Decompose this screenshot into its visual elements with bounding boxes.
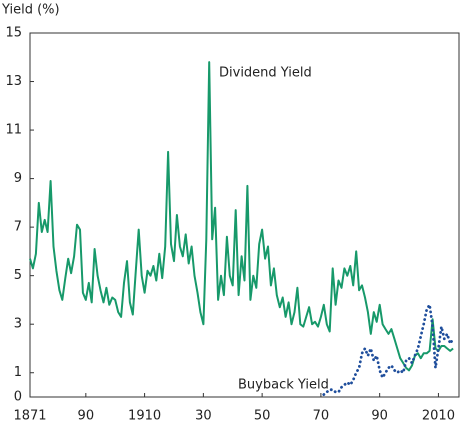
y-tick-label: 3 (14, 317, 22, 332)
annotation: Buyback Yield (238, 378, 329, 393)
x-tick-label: 1871 (13, 409, 46, 424)
series-line (29, 61, 454, 372)
y-tick-label: 7 (14, 220, 22, 235)
x-tick-label: 2010 (422, 409, 455, 424)
y-tick-label: 11 (5, 123, 22, 138)
y-tick-label: 0 (14, 390, 22, 405)
annotation: Dividend Yield (219, 66, 312, 81)
x-tick-label: 90 (371, 409, 388, 424)
y-tick-label: 9 (14, 171, 22, 186)
x-tick-label: 30 (195, 409, 212, 424)
y-tick-label: 5 (14, 268, 22, 283)
x-tick-label: 70 (313, 409, 330, 424)
plot-frame (29, 32, 460, 398)
y-tick-label: 13 (5, 74, 22, 89)
series-line (322, 303, 455, 396)
y-tick-label: 15 (5, 26, 22, 41)
x-tick-label: 1910 (128, 409, 161, 424)
x-tick-label: 90 (78, 409, 95, 424)
y-axis-label: Yield (%) (1, 3, 60, 18)
x-tick-label: 50 (254, 409, 271, 424)
y-tick-label: 1 (14, 365, 22, 380)
